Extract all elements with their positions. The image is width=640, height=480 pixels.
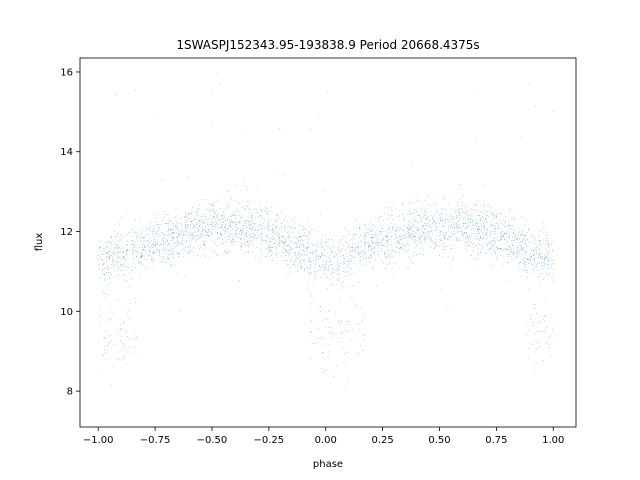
x-tick-label: −0.25 [254,435,285,446]
scatter-points [98,71,554,388]
x-tick-label: −0.75 [140,435,171,446]
x-tick-label: 0.25 [371,435,393,446]
axes-frame [79,57,577,428]
x-tick-label: −0.50 [197,435,228,446]
x-tick-label: 0.00 [315,435,337,446]
x-tick-label: 1.00 [542,435,564,446]
y-tick-label: 12 [60,227,73,238]
x-axis-label: phase [313,459,343,470]
x-tick-label: 0.50 [428,435,450,446]
x-tick-label: 0.75 [485,435,507,446]
y-tick-label: 10 [60,307,73,318]
y-axis-ticks: 8 10 12 14 16 [60,67,80,398]
y-axis-label: flux [34,233,45,252]
y-tick-label: 8 [67,387,73,398]
y-tick-label: 16 [60,67,73,78]
y-tick-label: 14 [60,147,73,158]
x-tick-label: −1.00 [83,435,114,446]
data-points [98,71,554,388]
x-axis-ticks: −1.00 −0.75 −0.50 −0.25 0.00 0.25 0.50 0.75 1.00 [83,427,564,446]
chart-title: 1SWASPJ152343.95-193838.9 Period 20668.4… [176,38,479,52]
